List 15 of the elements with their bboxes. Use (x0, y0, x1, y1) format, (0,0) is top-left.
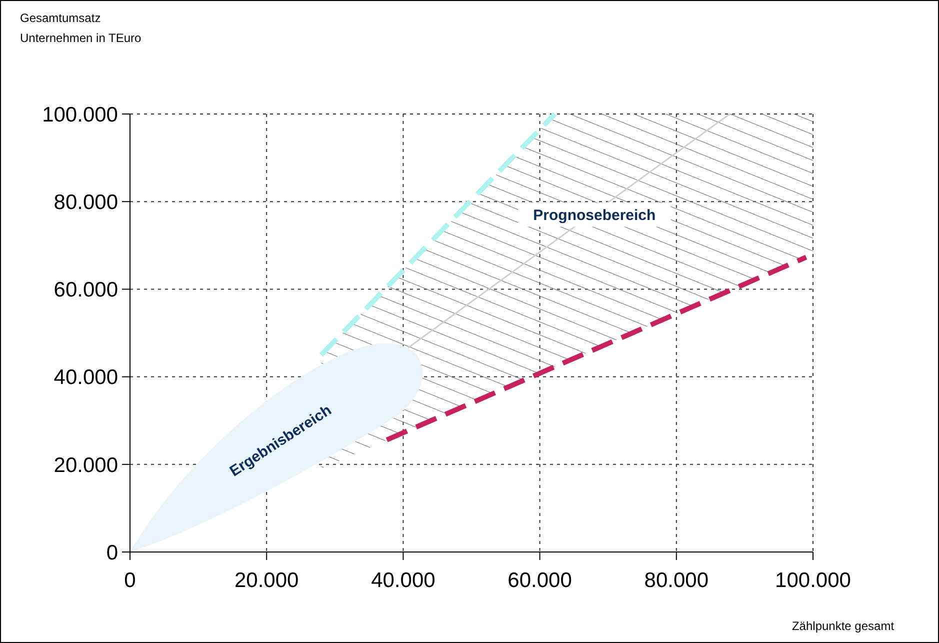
y-tick-label: 0 (106, 541, 118, 564)
y-tick-label: 60.000 (54, 278, 118, 302)
y-tick-label: 40.000 (54, 366, 118, 390)
y-tick-label: 80.000 (54, 190, 118, 214)
x-axis-title: Zählpunkte gesamt (792, 619, 895, 633)
annotation: Prognosebereich (533, 206, 656, 224)
x-tick-label: 40.000 (371, 569, 436, 592)
y-tick-label: 100.000 (42, 103, 118, 126)
y-tick-label: 20.000 (54, 454, 118, 477)
x-tick-label: 20.000 (234, 569, 299, 592)
x-tick-label: 60.000 (508, 569, 572, 592)
x-tick-label: 0 (124, 569, 136, 592)
x-tick-label: 80.000 (644, 569, 709, 592)
x-tick-label: 100.000 (775, 569, 851, 592)
y-axis-title: Gesamtumsatz Unternehmen in TEuro (20, 11, 142, 45)
